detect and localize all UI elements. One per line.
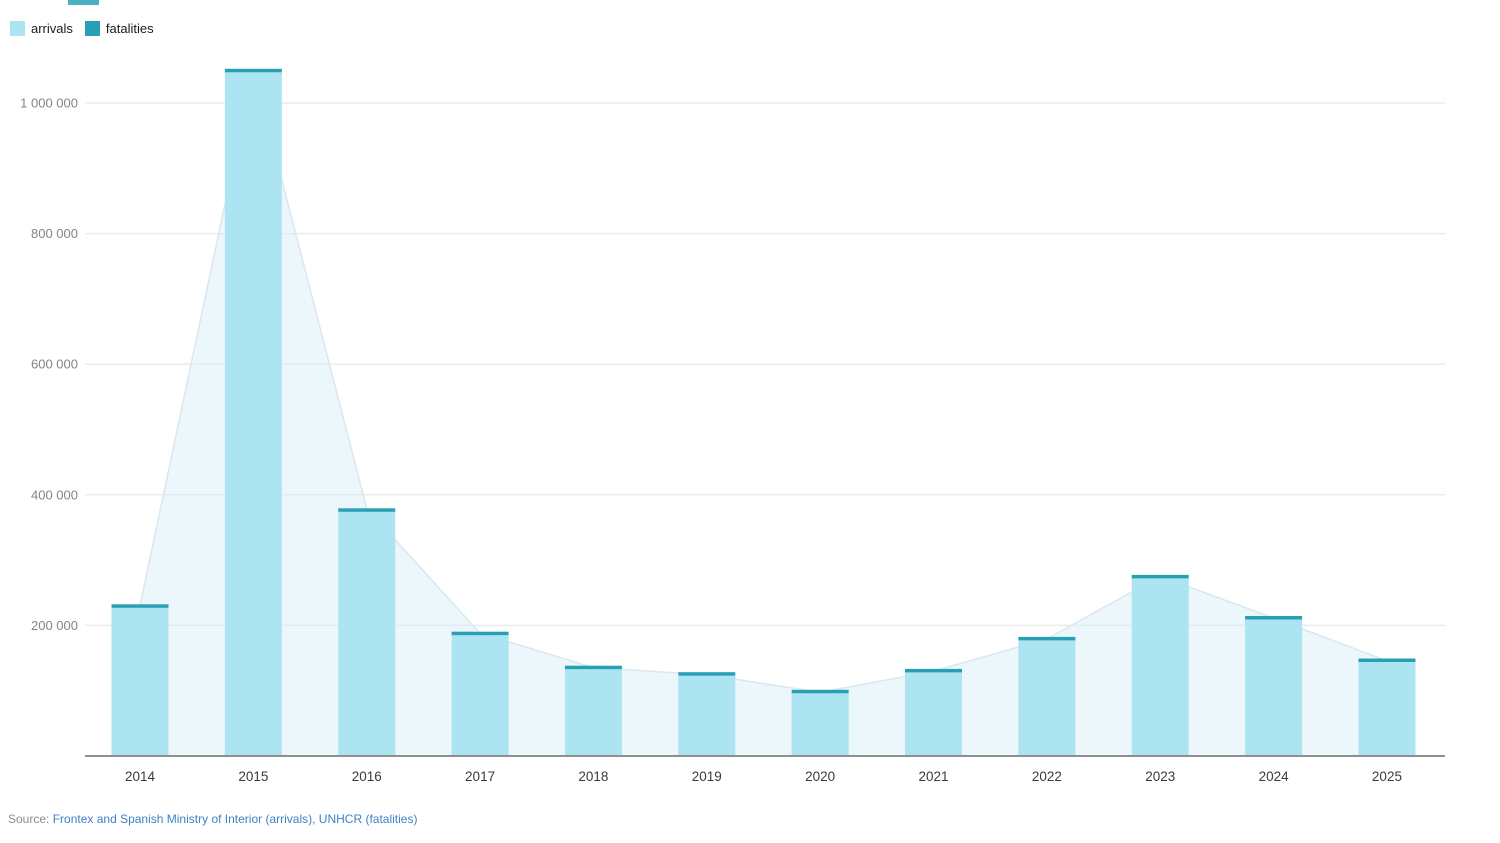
x-axis-label-2014: 2014 <box>125 769 156 784</box>
legend-item-arrivals: arrivals <box>10 21 73 36</box>
x-axis-label-2022: 2022 <box>1032 769 1062 784</box>
source-link[interactable]: Frontex and Spanish Ministry of Interior… <box>52 812 418 826</box>
x-axis-label-2015: 2015 <box>238 769 268 784</box>
bar-arrivals-2016 <box>338 511 396 756</box>
cap-fatalities-2019 <box>678 672 736 676</box>
bar-arrivals-2020 <box>791 693 849 756</box>
arrivals-swatch-icon <box>10 21 25 36</box>
legend-label-fatalities: fatalities <box>105 21 154 36</box>
cap-fatalities-2020 <box>791 689 849 694</box>
chart-legend: arrivals fatalities <box>10 21 154 36</box>
y-axis-label: 200 000 <box>31 618 78 633</box>
bar-arrivals-2018 <box>564 669 622 756</box>
cap-fatalities-2017 <box>451 631 509 636</box>
x-axis-label-2016: 2016 <box>352 769 382 784</box>
bar-arrivals-2022 <box>1018 640 1076 756</box>
x-axis-label-2025: 2025 <box>1372 769 1402 784</box>
cap-fatalities-2015 <box>224 68 282 73</box>
x-axis-label-2024: 2024 <box>1259 769 1290 784</box>
bar-arrivals-2025 <box>1358 662 1416 756</box>
source-prefix: Source: <box>8 812 53 826</box>
bar-arrivals-2019 <box>678 675 736 756</box>
cap-fatalities-2024 <box>1245 616 1303 620</box>
arrivals-fatalities-chart: 200 000 400 000 600 000 800 000 1 000 000 201… <box>20 68 1445 784</box>
x-axis-label-2023: 2023 <box>1145 769 1175 784</box>
cropped-top-element <box>68 0 99 5</box>
cap-fatalities-2014 <box>111 604 169 608</box>
cap-fatalities-2022 <box>1018 636 1076 641</box>
y-axis-label: 400 000 <box>31 487 78 502</box>
cap-fatalities-2025 <box>1358 658 1416 662</box>
y-axis-label: 1 000 000 <box>20 96 78 111</box>
cap-fatalities-2016 <box>338 508 396 512</box>
bar-arrivals-2023 <box>1131 578 1189 756</box>
cap-fatalities-2021 <box>905 668 963 673</box>
bar-arrivals-2024 <box>1245 619 1303 756</box>
x-axis-label-2017: 2017 <box>465 769 495 784</box>
x-axis-label-2018: 2018 <box>578 769 608 784</box>
fatalities-swatch-icon <box>84 21 100 36</box>
x-axis-label-2019: 2019 <box>692 769 722 784</box>
bar-arrivals-2017 <box>451 635 509 756</box>
legend-label-arrivals: arrivals <box>31 21 73 36</box>
area-overlay <box>140 69 1387 757</box>
bar-arrivals-2015 <box>224 72 282 757</box>
x-axis-label-2021: 2021 <box>918 769 948 784</box>
bar-arrivals-2014 <box>111 607 169 756</box>
source-line: Source: Frontex and Spanish Ministry of … <box>8 812 417 826</box>
cap-fatalities-2023 <box>1131 574 1189 579</box>
bar-arrivals-2021 <box>905 672 963 756</box>
y-axis-label: 600 000 <box>31 357 78 372</box>
y-axis-label: 800 000 <box>31 226 78 241</box>
x-axis-label-2020: 2020 <box>805 769 835 784</box>
cap-fatalities-2018 <box>564 665 622 670</box>
legend-item-fatalities: fatalities <box>84 21 154 36</box>
